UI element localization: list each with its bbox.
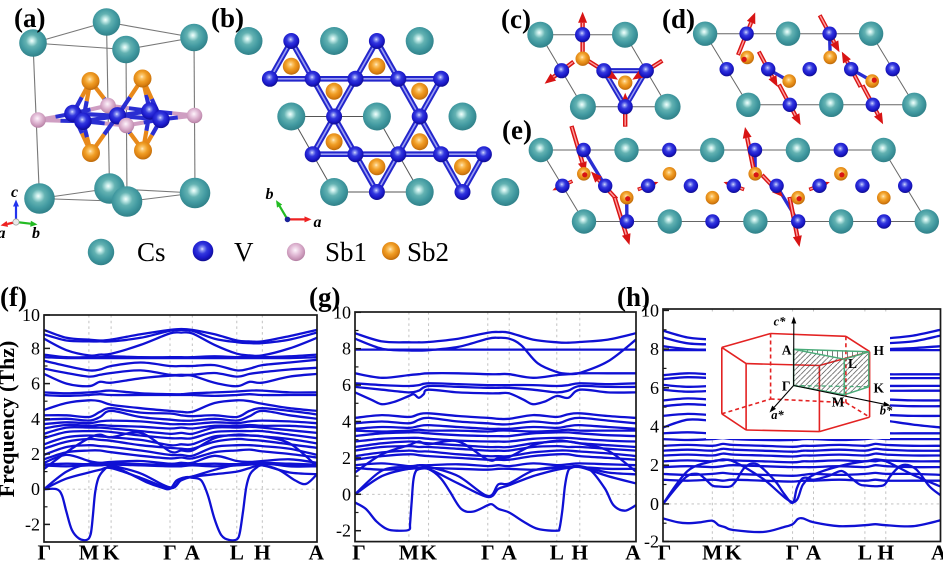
svg-text:Cs: Cs	[137, 237, 166, 267]
svg-text:10: 10	[641, 300, 659, 320]
svg-text:K: K	[420, 541, 437, 565]
svg-text:Γ: Γ	[37, 541, 51, 565]
svg-text:b*: b*	[880, 404, 893, 418]
svg-text:(g): (g)	[309, 282, 340, 312]
svg-text:L: L	[858, 541, 872, 565]
svg-text:8: 8	[31, 338, 40, 358]
svg-text:A: A	[625, 541, 641, 565]
svg-text:A: A	[501, 541, 517, 565]
svg-text:M: M	[399, 541, 419, 565]
svg-text:K: K	[103, 541, 120, 565]
svg-text:L: L	[230, 541, 244, 565]
svg-text:2: 2	[31, 444, 40, 464]
svg-text:(f): (f)	[0, 282, 27, 312]
svg-text:6: 6	[31, 374, 40, 394]
svg-text:a: a	[0, 225, 6, 242]
svg-text:2: 2	[650, 455, 659, 475]
svg-text:(a): (a)	[14, 3, 45, 33]
svg-text:2: 2	[342, 448, 351, 468]
svg-text:H: H	[874, 343, 885, 358]
svg-text:L: L	[848, 356, 857, 371]
svg-text:8: 8	[342, 339, 351, 359]
svg-text:0: 0	[342, 484, 351, 504]
svg-text:Γ: Γ	[786, 541, 800, 565]
svg-text:A: A	[931, 541, 943, 565]
svg-text:Γ: Γ	[658, 541, 672, 565]
svg-text:L: L	[550, 541, 564, 565]
svg-text:Sb1: Sb1	[325, 237, 367, 267]
svg-text:10: 10	[333, 302, 351, 322]
svg-text:Γ: Γ	[352, 541, 366, 565]
svg-text:M: M	[79, 541, 99, 565]
svg-text:Sb2: Sb2	[407, 237, 449, 267]
svg-text:A: A	[309, 541, 325, 565]
svg-text:Γ: Γ	[163, 541, 177, 565]
svg-text:V: V	[234, 237, 254, 267]
svg-text:8: 8	[650, 339, 659, 359]
svg-text:6: 6	[650, 378, 659, 398]
svg-text:4: 4	[31, 409, 40, 429]
svg-text:(e): (e)	[502, 115, 532, 145]
svg-text:M: M	[832, 395, 845, 410]
svg-text:Γ: Γ	[481, 541, 495, 565]
svg-text:b: b	[32, 225, 40, 242]
svg-text:b: b	[266, 186, 274, 203]
svg-text:A: A	[782, 343, 792, 358]
svg-text:6: 6	[342, 375, 351, 395]
svg-text:4: 4	[650, 417, 659, 437]
svg-text:a*: a*	[771, 408, 784, 422]
svg-text:A: A	[806, 541, 822, 565]
svg-text:(b): (b)	[211, 3, 244, 33]
svg-text:H: H	[571, 541, 588, 565]
svg-text:K: K	[874, 381, 885, 396]
svg-text:c: c	[11, 184, 18, 201]
svg-text:-2: -2	[25, 514, 40, 534]
svg-text:a: a	[314, 214, 322, 231]
svg-text:K: K	[725, 541, 742, 565]
svg-text:4: 4	[342, 412, 351, 432]
svg-text:M: M	[702, 541, 722, 565]
svg-text:0: 0	[650, 494, 659, 514]
svg-text:-2: -2	[336, 521, 351, 541]
svg-text:(d): (d)	[662, 4, 695, 34]
svg-text:(c): (c)	[501, 4, 531, 34]
svg-text:c*: c*	[774, 315, 787, 329]
svg-text:H: H	[877, 541, 894, 565]
svg-text:Frequency (Thz): Frequency (Thz)	[0, 341, 19, 498]
svg-text:Γ: Γ	[782, 379, 791, 394]
svg-text:10: 10	[22, 305, 40, 325]
svg-text:(h): (h)	[617, 282, 650, 312]
svg-text:A: A	[185, 541, 201, 565]
svg-text:0: 0	[31, 479, 40, 499]
svg-text:-2: -2	[644, 532, 659, 552]
svg-text:H: H	[254, 541, 271, 565]
